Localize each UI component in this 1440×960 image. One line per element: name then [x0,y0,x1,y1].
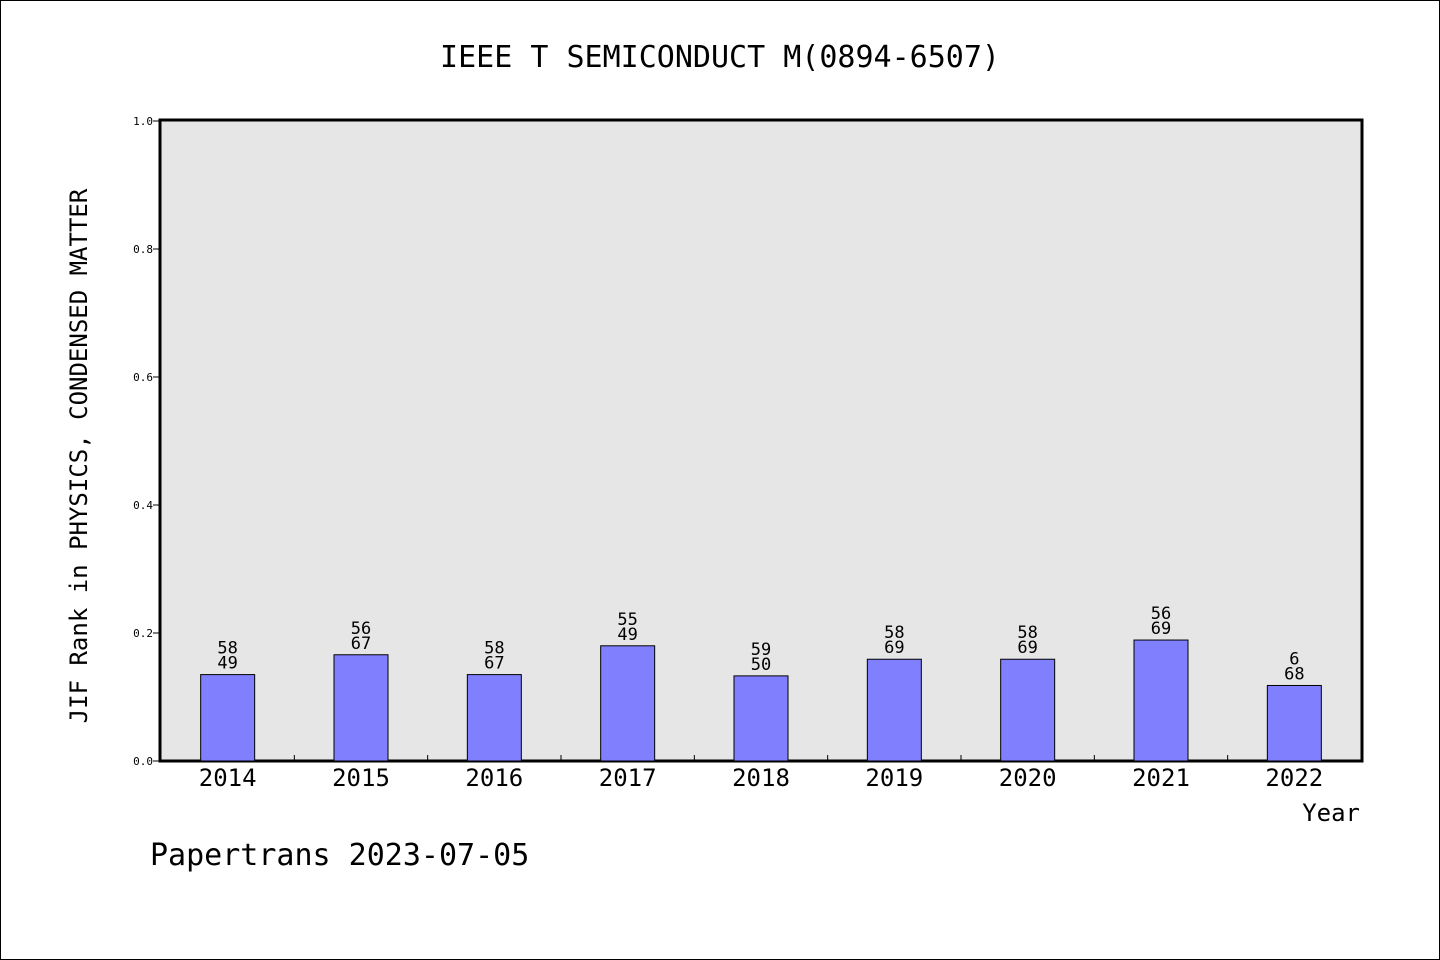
chart-title: IEEE T SEMICONDUCT M(0894-6507) [440,40,1000,75]
y-tick-label: 0.4 [133,499,153,512]
bar-2020 [1000,658,1056,762]
bar-total-label: 69 [884,638,904,658]
bar-total-label: 49 [617,625,637,645]
x-tick-label: 2014 [199,764,257,792]
bar-total-label: 67 [484,654,504,674]
y-axis-ticks: 0.0 0.2 0.4 0.6 0.8 1.0 [133,115,161,768]
bar-rank-label: 55 [617,610,637,630]
bar-rank-label: 58 [484,639,504,659]
bar-2022 [1266,684,1322,762]
x-tick-label: 2021 [1132,764,1190,792]
y-tick-label: 0.2 [133,627,153,640]
footer-credit: Papertrans 2023-07-05 [150,838,529,873]
bar-rank-label: 56 [351,619,371,639]
y-tick-label: 1.0 [133,115,153,128]
x-tick-label: 2016 [465,764,523,792]
bar-2018 [733,675,789,762]
bar-2017 [600,645,656,762]
x-tick-label: 2017 [599,764,657,792]
bar-2016 [466,674,522,762]
bar-total-label: 50 [751,655,771,675]
y-tick-label: 0.0 [133,755,153,768]
y-axis-label: JIF Rank in PHYSICS, CONDENSED MATTER [65,188,93,723]
x-tick-label: 2020 [999,764,1057,792]
x-axis-label: Year [1302,799,1360,827]
bar-rank-label: 58 [1017,623,1037,643]
y-tick-label: 0.8 [133,243,153,256]
bar-total-label: 69 [1017,638,1037,658]
bar-rank-label: 6 [1289,649,1299,669]
bar-rank-label: 58 [884,623,904,643]
bar-rank-label: 56 [1151,604,1171,624]
bar-total-label: 67 [351,634,371,654]
bar-2014 [200,674,256,762]
bar-total-label: 49 [217,654,237,674]
bar-total-label: 69 [1151,619,1171,639]
bar-rank-label: 58 [217,639,237,659]
x-tick-label: 2022 [1265,764,1323,792]
x-tick-label: 2015 [332,764,390,792]
x-axis-ticks: 2014 2015 2016 2017 2018 2019 2020 2021 2022 [199,755,1323,792]
bar-2021 [1133,639,1189,762]
x-tick-label: 2019 [865,764,923,792]
bar-2015 [333,654,389,762]
bar-rank-label: 59 [751,640,771,660]
bar-2019 [866,658,922,762]
x-tick-label: 2018 [732,764,790,792]
bar-total-label: 68 [1284,664,1304,684]
y-tick-label: 0.6 [133,371,153,384]
